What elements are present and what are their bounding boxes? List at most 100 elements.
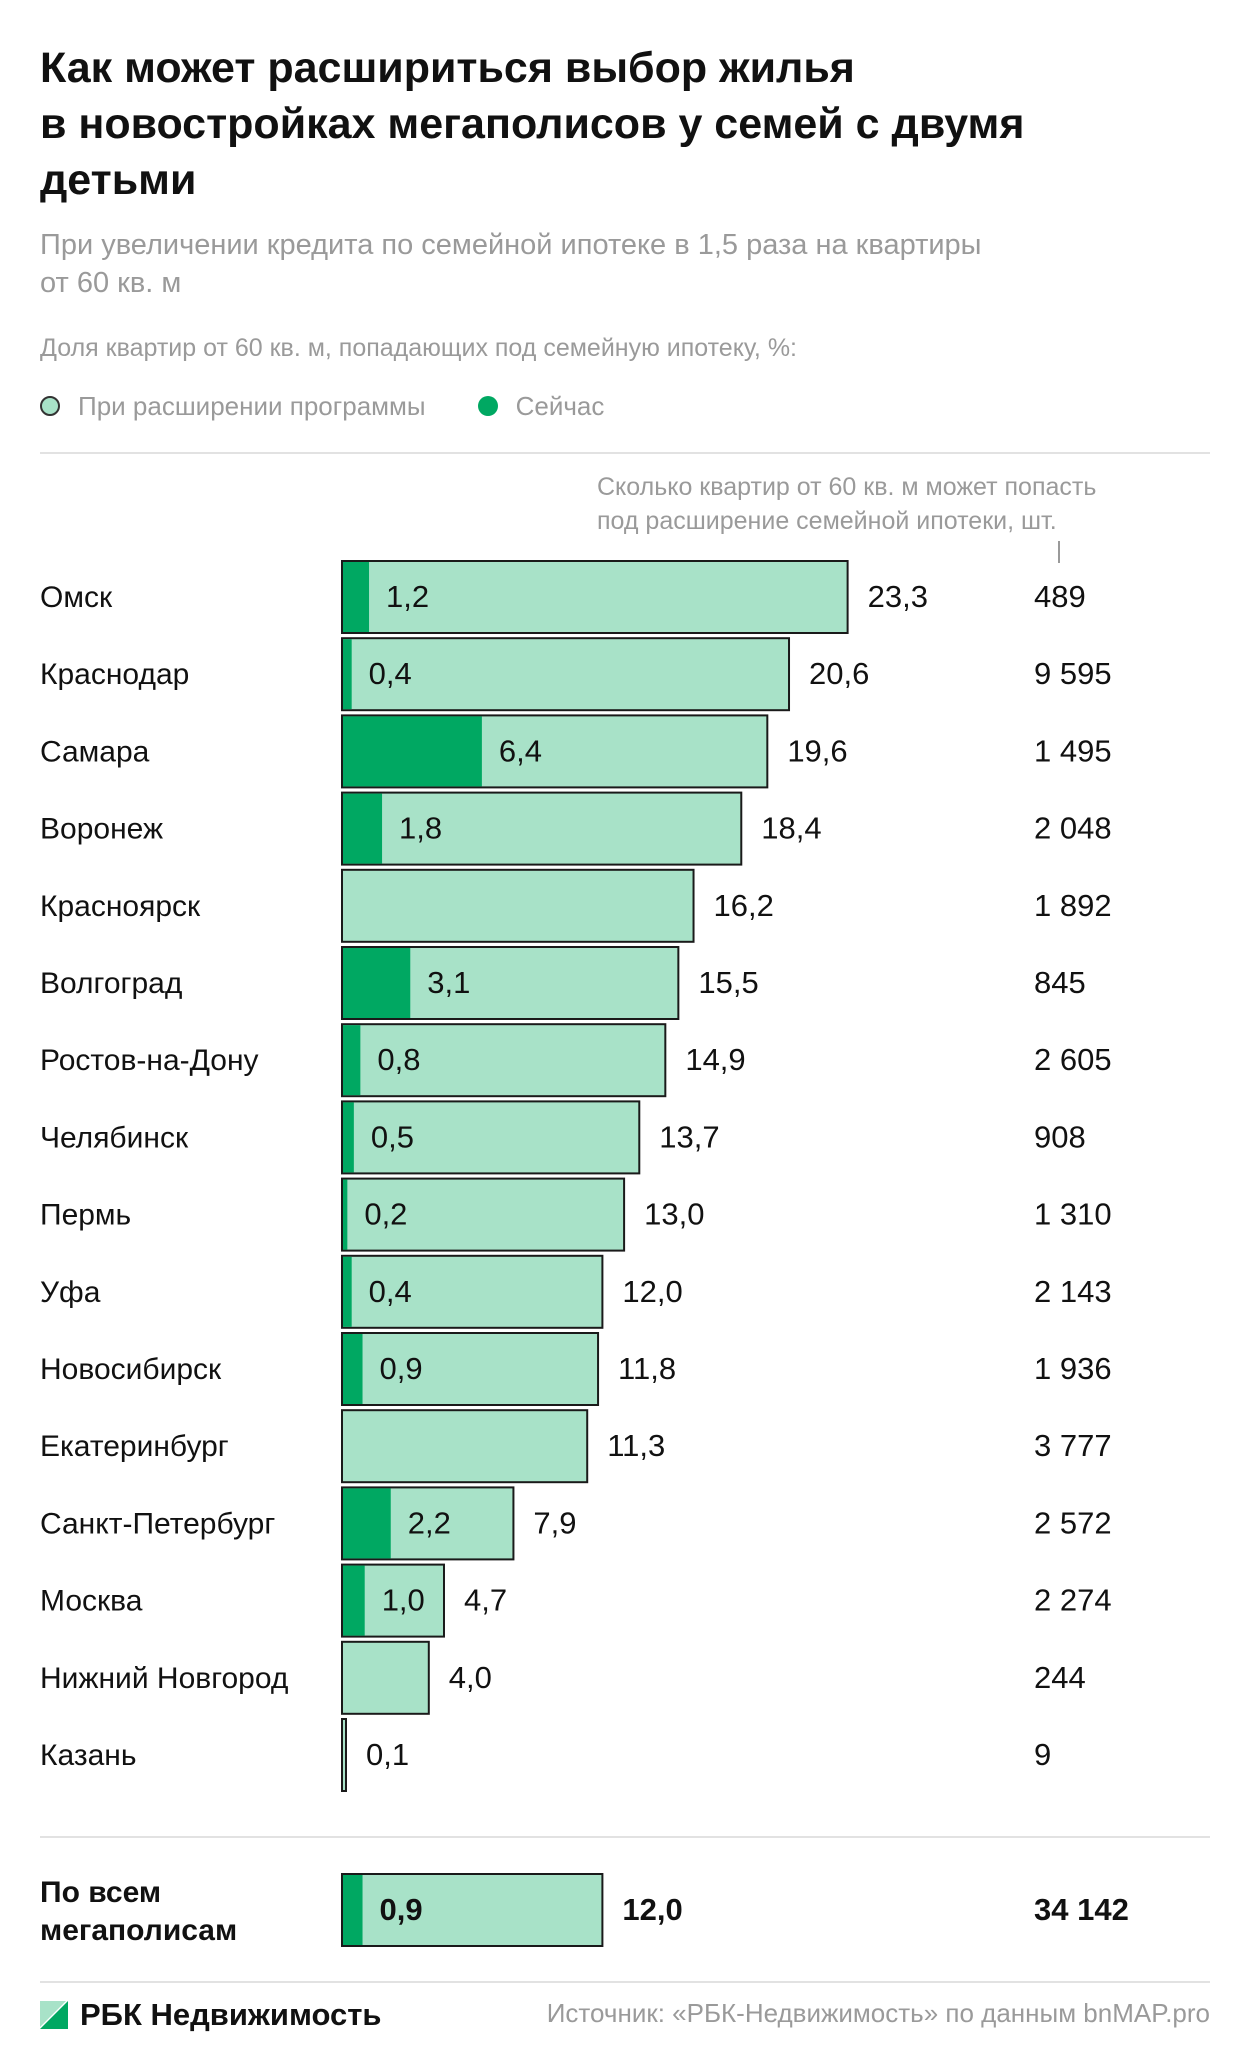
bar-expanded	[341, 1718, 347, 1792]
bar-expanded-label: 16,2	[714, 888, 774, 923]
count-value: 9	[1034, 1737, 1051, 1772]
bar-expanded-label: 15,5	[698, 965, 758, 1000]
city-label: Нижний Новгород	[40, 1662, 288, 1695]
chart-subtitle: При увеличении кредита по семейной ипоте…	[40, 226, 1210, 302]
bar-current-label: 1,8	[399, 811, 442, 846]
brand-name: РБК Недвижимость	[80, 1997, 382, 2032]
count-value: 9 595	[1034, 656, 1112, 691]
bar-current-label: 2,2	[408, 1505, 451, 1540]
legend-swatch-current	[477, 396, 498, 416]
bar-expanded	[341, 868, 695, 943]
count-value: 34 142	[1034, 1892, 1129, 1927]
bar-current	[343, 639, 352, 710]
city-label: Красноярск	[40, 890, 201, 923]
legend-swatch-expanded	[40, 396, 60, 416]
count-value: 1 936	[1034, 1351, 1112, 1386]
bar-current	[343, 716, 482, 787]
bar-expanded-label: 0,1	[366, 1737, 409, 1772]
count-header-line: Сколько квартир от 60 кв. м может попаст…	[597, 473, 1097, 501]
city-label: Пермь	[40, 1199, 131, 1232]
bar-current	[343, 1256, 352, 1327]
bar-expanded	[341, 1409, 589, 1484]
bar-current-label: 6,4	[499, 733, 542, 768]
bar-expanded-label: 23,3	[868, 579, 928, 614]
bar-expanded	[341, 1873, 604, 1947]
bar-current	[343, 1488, 391, 1559]
brand-logo: РБК Недвижимость	[40, 1995, 381, 2035]
count-value: 3 777	[1034, 1428, 1112, 1463]
bar-current	[343, 562, 370, 632]
bar-expanded	[341, 560, 849, 634]
bar-expanded-label: 20,6	[809, 656, 869, 691]
city-label: Омск	[40, 581, 113, 614]
divider-top	[40, 452, 1210, 454]
city-label: Краснодар	[40, 658, 189, 691]
bar-expanded-label: 13,0	[644, 1197, 704, 1232]
bar-current-label: 0,5	[371, 1119, 414, 1154]
bar-expanded	[341, 1254, 604, 1329]
count-value: 2 274	[1034, 1583, 1112, 1618]
count-value: 1 310	[1034, 1197, 1112, 1232]
bar-current-label: 1,0	[382, 1583, 425, 1618]
bar-current-label: 3,1	[427, 965, 470, 1000]
city-label: Казань	[40, 1739, 136, 1772]
city-label: Новосибирск	[40, 1353, 222, 1386]
bar-expanded-label: 12,0	[622, 1274, 682, 1309]
bar-current	[343, 1875, 363, 1945]
bar-expanded	[341, 1177, 626, 1252]
count-column-header: Сколько квартир от 60 кв. м может попаст…	[597, 470, 1096, 538]
bar-expanded-label: 4,7	[464, 1583, 507, 1618]
legend: При расширении программы Сейчас	[40, 388, 656, 424]
bar-expanded-label: 7,9	[533, 1505, 576, 1540]
bar-expanded	[341, 1332, 600, 1406]
city-label: По всем	[40, 1876, 161, 1909]
city-label: Волгоград	[40, 967, 182, 1000]
rbc-logo-icon	[40, 2001, 68, 2029]
bar-current	[343, 1102, 354, 1173]
bar-current-label: 0,9	[380, 1892, 423, 1927]
bar-expanded	[341, 1640, 430, 1715]
count-value: 845	[1034, 965, 1086, 1000]
bar-current	[343, 1179, 348, 1250]
bar-expanded-label: 4,0	[449, 1660, 492, 1695]
city-label: Уфа	[40, 1276, 101, 1309]
count-value: 2 143	[1034, 1274, 1112, 1309]
bar-expanded-label: 12,0	[622, 1892, 682, 1927]
title-line: Как может расшириться выбор жилья	[40, 44, 855, 92]
bar-current	[343, 1334, 363, 1404]
title-line: в новостройках мегаполисов у семей с дву…	[40, 100, 1025, 148]
bar-current-label: 0,4	[369, 656, 412, 691]
legend-item-expanded: При расширении программы	[40, 391, 426, 422]
bar-current-label: 0,8	[377, 1042, 420, 1077]
legend-item-current: Сейчас	[477, 391, 604, 422]
bar-expanded-label: 11,8	[618, 1351, 676, 1386]
bar-expanded	[341, 1023, 667, 1098]
subtitle-line: от 60 кв. м	[40, 267, 182, 299]
bar-expanded	[341, 791, 743, 866]
bar-current	[343, 1565, 365, 1636]
source-note: Источник: «РБК-Недвижимость» по данным b…	[546, 1998, 1210, 2028]
count-value: 244	[1034, 1660, 1086, 1695]
city-label: Екатеринбург	[40, 1430, 229, 1463]
bar-chart: 1,2 23,3 Омск 489 0,4 20,6 Краснодар 9 595 6,4 19…	[40, 560, 1129, 1947]
bar-current	[343, 793, 383, 864]
chart-title: Как может расшириться выбор жилья в ново…	[40, 40, 1210, 208]
city-label: Москва	[40, 1585, 143, 1618]
legend-label-expanded: При расширении программы	[78, 390, 426, 421]
subtitle-line: При увеличении кредита по семейной ипоте…	[40, 229, 982, 261]
bar-current-label: 0,2	[364, 1197, 407, 1232]
count-value: 1 892	[1034, 888, 1112, 923]
bar-current-label: 0,9	[380, 1351, 423, 1386]
bar-expanded-label: 13,7	[659, 1119, 719, 1154]
bar-expanded-label: 14,9	[685, 1042, 745, 1077]
bar-expanded	[341, 637, 791, 712]
count-value: 2 048	[1034, 811, 1112, 846]
divider-bottom	[40, 1981, 1210, 1983]
bar-current-label: 0,4	[369, 1274, 412, 1309]
bar-expanded-label: 18,4	[761, 811, 821, 846]
count-value: 2 572	[1034, 1505, 1112, 1540]
city-label: мегаполисам	[40, 1914, 237, 1947]
bar-current-label: 1,2	[386, 579, 429, 614]
bar-expanded-label: 11,3	[607, 1428, 665, 1463]
count-value: 2 605	[1034, 1042, 1112, 1077]
